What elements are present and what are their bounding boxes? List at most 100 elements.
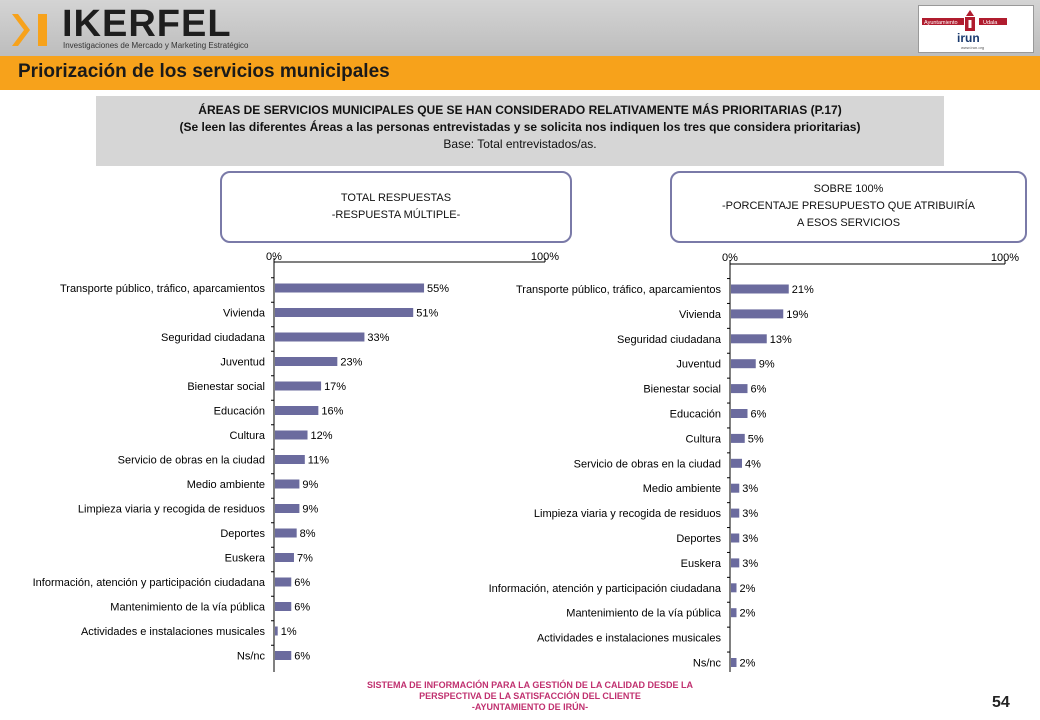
left-category-label: Seguridad ciudadana (161, 332, 266, 344)
left-bar (275, 283, 425, 293)
right-category-label: Servicio de obras en la ciudad (574, 458, 721, 470)
title-bar (0, 56, 1040, 90)
right-data-label: 3% (742, 533, 758, 545)
right-chart-header-line1: SOBRE 100% (813, 183, 884, 195)
left-bar (275, 528, 297, 538)
left-data-label: 17% (324, 381, 346, 393)
right-bar (731, 359, 756, 369)
left-category-label: Información, atención y participación ci… (33, 577, 266, 589)
right-category-label: Transporte público, tráfico, aparcamient… (516, 284, 722, 296)
right-category-label: Mantenimiento de la vía pública (566, 608, 722, 620)
left-data-label: 7% (297, 553, 313, 565)
irun-logo-top-right: Udala (983, 20, 998, 26)
left-category-label: Deportes (220, 528, 265, 540)
right-category-label: Bienestar social (643, 384, 721, 396)
right-bar (731, 433, 745, 443)
question-box: ÁREAS DE SERVICIOS MUNICIPALES QUE SE HA… (96, 96, 944, 166)
right-category-label: Educación (670, 409, 721, 421)
left-category-label: Ns/nc (237, 651, 266, 663)
question-base: Base: Total entrevistados/as. (443, 137, 597, 151)
left-data-label: 23% (340, 357, 362, 369)
left-bar (275, 308, 414, 317)
left-category-label: Cultura (230, 430, 266, 442)
left-category-label: Bienestar social (187, 381, 265, 393)
right-bar (731, 658, 737, 667)
left-category-label: Limpieza viaria y recogida de residuos (78, 504, 266, 516)
right-bar (731, 558, 740, 568)
ikerfel-logo-icon (12, 14, 47, 46)
left-data-label: 51% (416, 308, 438, 320)
right-data-label: 3% (742, 483, 758, 495)
left-category-label: Vivienda (223, 308, 266, 320)
irun-logo-top-left: Ayuntamiento (924, 20, 958, 26)
right-bar (731, 608, 737, 618)
left-bar (275, 602, 292, 611)
left-data-label: 1% (281, 626, 297, 638)
footer-line1: SISTEMA DE INFORMACIÓN PARA LA GESTIÓN D… (366, 680, 693, 690)
left-x-tick-label: 100% (531, 251, 559, 263)
left-category-label: Transporte público, tráfico, aparcamient… (60, 283, 266, 295)
right-category-label: Cultura (686, 433, 722, 445)
right-category-label: Medio ambiente (643, 483, 721, 495)
irun-logo-url: www.irun.org (961, 45, 984, 50)
page-title: Priorización de los servicios municipale… (18, 61, 390, 82)
brand-tagline: Investigaciones de Mercado y Marketing E… (63, 41, 249, 50)
left-bar (275, 357, 338, 366)
right-data-label: 21% (792, 284, 814, 296)
brand-name: IKERFEL (62, 3, 232, 45)
right-category-label: Limpieza viaria y recogida de residuos (534, 508, 722, 520)
right-bar (731, 334, 767, 344)
question-heading: ÁREAS DE SERVICIOS MUNICIPALES QUE SE HA… (198, 103, 842, 117)
left-bar (275, 651, 292, 660)
right-data-label: 3% (742, 508, 758, 520)
left-data-label: 6% (294, 602, 310, 614)
left-bar (275, 626, 278, 636)
right-bar (731, 409, 748, 418)
right-data-label: 2% (740, 608, 756, 620)
right-chart-header: SOBRE 100% -PORCENTAJE PRESUPUESTO QUE A… (670, 171, 1027, 243)
left-bar (275, 577, 292, 587)
right-category-label: Euskera (681, 558, 722, 570)
right-bar (731, 533, 740, 543)
left-bar (275, 479, 300, 489)
right-bar (731, 483, 740, 493)
right-bar (731, 309, 784, 319)
left-data-label: 9% (302, 504, 318, 516)
right-category-label: Seguridad ciudadana (617, 334, 722, 346)
right-data-label: 6% (751, 384, 767, 396)
right-bar (731, 384, 748, 394)
irun-logo-name: irun (957, 31, 980, 45)
left-chart-header-line2: -RESPUESTA MÚLTIPLE- (331, 209, 461, 221)
left-bar (275, 332, 365, 342)
right-category-label: Información, atención y participación ci… (489, 583, 722, 595)
page-number: 54 (992, 694, 1010, 711)
right-data-label: 19% (786, 309, 808, 321)
right-chart-header-line2: -PORCENTAJE PRESUPUESTO QUE ATRIBUIRÍA (721, 200, 976, 212)
left-data-label: 8% (300, 528, 316, 540)
left-bar (275, 455, 305, 464)
left-data-label: 6% (294, 577, 310, 589)
left-x-tick-label: 0% (266, 251, 282, 263)
footer-line3: -AYUNTAMIENTO DE IRÚN- (471, 702, 589, 712)
left-data-label: 33% (367, 332, 389, 344)
right-data-label: 2% (740, 658, 756, 670)
left-data-label: 9% (302, 479, 318, 491)
left-category-label: Mantenimiento de la vía pública (110, 602, 266, 614)
left-data-label: 6% (294, 651, 310, 663)
left-chart-header: TOTAL RESPUESTAS -RESPUESTA MÚLTIPLE- (220, 171, 572, 243)
left-bar (275, 406, 319, 415)
right-bar (731, 583, 737, 593)
irun-crest-icon: Ayuntamiento Udala irun www.irun.org (922, 10, 1007, 50)
right-bar (731, 458, 742, 468)
right-data-label: 4% (745, 458, 761, 470)
right-data-label: 2% (740, 583, 756, 595)
right-category-label: Deportes (676, 533, 721, 545)
right-x-tick-label: 0% (722, 252, 738, 264)
left-bar (275, 504, 300, 513)
right-bar (731, 284, 789, 294)
right-data-label: 3% (742, 558, 758, 570)
right-bar (731, 508, 740, 518)
right-data-label: 6% (751, 409, 767, 421)
left-data-label: 55% (427, 283, 449, 295)
